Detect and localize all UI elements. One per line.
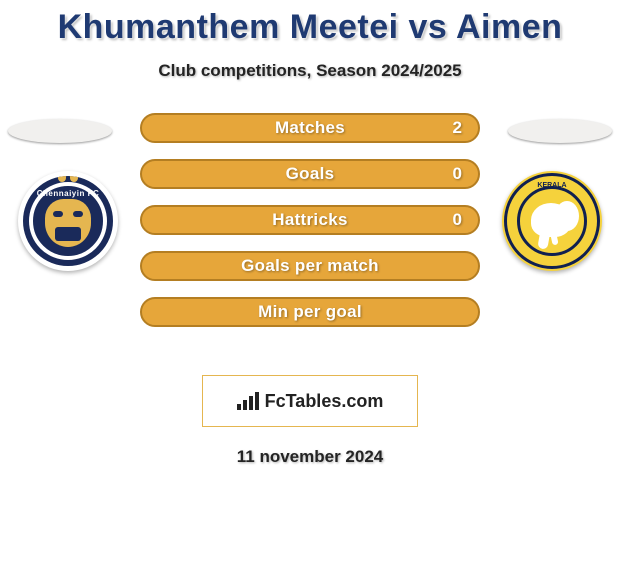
bar-label: Matches [275, 118, 345, 138]
subtitle: Club competitions, Season 2024/2025 [0, 61, 620, 81]
crest-text-left: Chennaiyin FC [23, 189, 113, 198]
crest-text-right: KERALA [507, 182, 597, 189]
page-title: Khumanthem Meetei vs Aimen [0, 0, 620, 47]
kerala-blasters-crest: KERALA [504, 173, 600, 269]
team-logo-right: KERALA [502, 171, 602, 271]
bar-min-per-goal: Min per goal [140, 297, 480, 327]
bar-label: Hattricks [272, 210, 347, 230]
chennaiyin-crest: Chennaiyin FC [20, 173, 116, 269]
bar-label: Min per goal [258, 302, 362, 322]
shadow-right [508, 119, 612, 143]
stat-bars: Matches 2 Goals 0 Hattricks 0 Goals per … [140, 113, 480, 343]
bar-label: Goals per match [241, 256, 379, 276]
site-badge-text: FcTables.com [265, 391, 384, 412]
bar-value: 2 [453, 118, 462, 138]
comparison-stage: Chennaiyin FC KERALA Matches 2 Goals [0, 111, 620, 371]
bar-label: Goals [286, 164, 335, 184]
bar-matches: Matches 2 [140, 113, 480, 143]
shadow-left [8, 119, 112, 143]
site-badge: FcTables.com [202, 375, 418, 427]
bar-value: 0 [453, 210, 462, 230]
bar-value: 0 [453, 164, 462, 184]
bar-goals: Goals 0 [140, 159, 480, 189]
bar-chart-icon [237, 392, 259, 410]
team-logo-left: Chennaiyin FC [18, 171, 118, 271]
bar-hattricks: Hattricks 0 [140, 205, 480, 235]
date-text: 11 november 2024 [0, 447, 620, 467]
bar-goals-per-match: Goals per match [140, 251, 480, 281]
